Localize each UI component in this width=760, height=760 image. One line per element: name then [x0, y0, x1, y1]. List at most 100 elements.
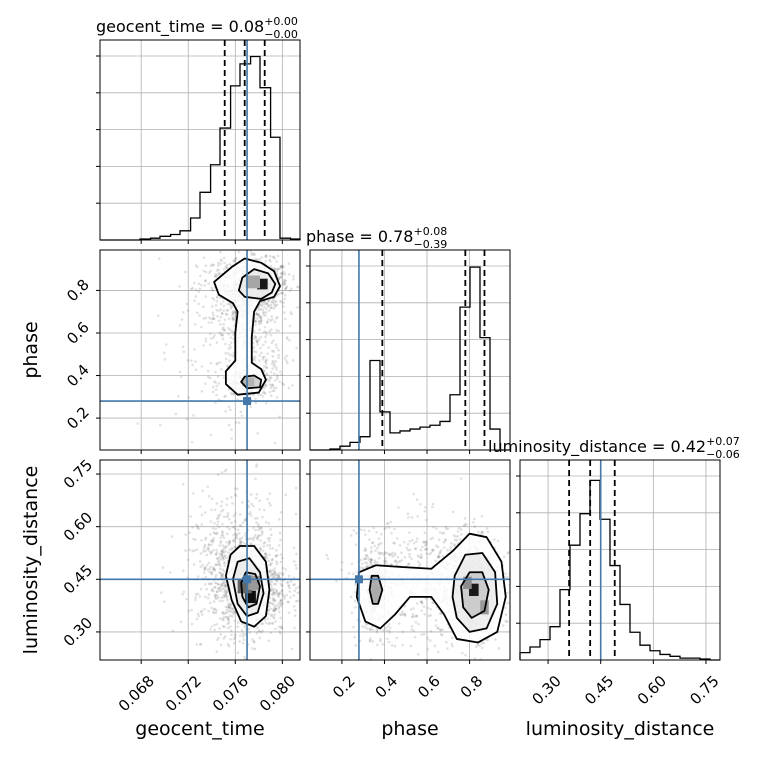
sample-point	[230, 496, 233, 499]
sample-point	[384, 526, 388, 529]
sample-point	[280, 571, 283, 575]
sample-point	[216, 272, 220, 276]
sample-point	[226, 626, 230, 630]
sample-point	[369, 562, 372, 565]
sample-point	[208, 316, 211, 319]
sample-point	[214, 274, 218, 278]
sample-point	[403, 612, 407, 616]
sample-point	[229, 353, 232, 357]
sample-point	[449, 548, 453, 552]
sample-point	[204, 279, 207, 282]
sample-point	[365, 554, 368, 557]
sample-point	[255, 257, 258, 261]
sample-point	[277, 267, 280, 271]
sample-point	[270, 341, 274, 345]
sample-point	[212, 380, 216, 383]
sample-point	[387, 622, 391, 626]
sample-point	[285, 581, 289, 584]
sample-point	[243, 655, 246, 659]
sample-point	[225, 263, 229, 267]
sample-point	[191, 549, 194, 553]
sample-point	[292, 594, 296, 597]
sample-point	[277, 292, 281, 296]
sample-point	[234, 535, 238, 539]
truth-marker	[243, 397, 252, 406]
sample-point	[480, 514, 484, 518]
sample-point	[463, 523, 467, 527]
sample-point	[221, 572, 225, 576]
sample-point	[219, 539, 223, 543]
sample-point	[407, 562, 410, 566]
sample-point	[196, 265, 199, 269]
sample-point	[207, 593, 211, 596]
sample-point	[272, 386, 276, 390]
sample-point	[276, 267, 279, 271]
sample-point	[285, 286, 288, 290]
sample-point	[253, 647, 257, 651]
sample-point	[264, 520, 268, 524]
sample-point	[271, 359, 275, 363]
sample-point	[268, 492, 272, 495]
sample-point	[286, 600, 290, 604]
sample-point	[267, 639, 271, 643]
histogram-geocent-time: geocent_time = 0.08+0.00 −0.00	[96, 15, 301, 244]
sample-point	[274, 607, 277, 611]
sample-point	[268, 536, 271, 540]
sample-point	[229, 606, 233, 610]
sample-point	[253, 358, 257, 362]
sample-point	[229, 307, 233, 310]
sample-point	[459, 528, 463, 531]
sample-point	[222, 595, 226, 599]
sample-point	[266, 537, 270, 540]
sample-point	[255, 465, 258, 468]
sample-point	[252, 536, 256, 539]
sample-point	[230, 546, 234, 550]
sample-point	[230, 437, 234, 440]
sample-point	[223, 561, 227, 564]
sample-point	[209, 565, 213, 569]
sample-point	[202, 547, 206, 550]
sample-point	[237, 234, 240, 237]
sample-point	[229, 336, 233, 339]
sample-point	[219, 557, 223, 561]
sample-point	[340, 568, 343, 572]
sample-point	[216, 361, 219, 365]
sample-point	[222, 561, 226, 565]
y-tick-label: 0.6	[63, 318, 93, 348]
sample-point	[400, 551, 403, 555]
sample-point	[419, 548, 423, 552]
sample-point	[232, 259, 235, 262]
sample-point	[286, 361, 289, 365]
sample-point	[222, 376, 226, 379]
histogram-phase: phase = 0.78+0.08 −0.39	[306, 225, 511, 454]
sample-point	[195, 523, 198, 527]
sample-point	[504, 613, 508, 617]
sample-point	[435, 544, 438, 547]
sample-point	[259, 315, 263, 319]
sample-point	[403, 555, 407, 559]
sample-point	[277, 607, 281, 610]
sample-point	[232, 533, 235, 537]
sample-point	[420, 600, 424, 603]
sample-point	[267, 379, 271, 383]
sample-point	[182, 590, 186, 594]
sample-point	[279, 560, 283, 564]
sample-point	[242, 541, 246, 545]
sample-point	[179, 375, 183, 379]
sample-point	[193, 323, 197, 326]
sample-point	[262, 369, 266, 373]
sample-point	[210, 337, 213, 340]
sample-point	[219, 323, 222, 326]
sample-point	[281, 291, 284, 295]
title-sup: +0.07	[706, 435, 740, 448]
sample-point	[278, 531, 282, 535]
sample-point	[450, 541, 453, 545]
sample-point	[270, 614, 273, 618]
sample-point	[233, 259, 237, 263]
sample-point	[204, 566, 207, 570]
sample-point	[352, 572, 355, 576]
sample-point	[262, 313, 265, 317]
sample-point	[259, 549, 262, 552]
sample-point	[227, 615, 230, 619]
sample-point	[264, 360, 267, 364]
